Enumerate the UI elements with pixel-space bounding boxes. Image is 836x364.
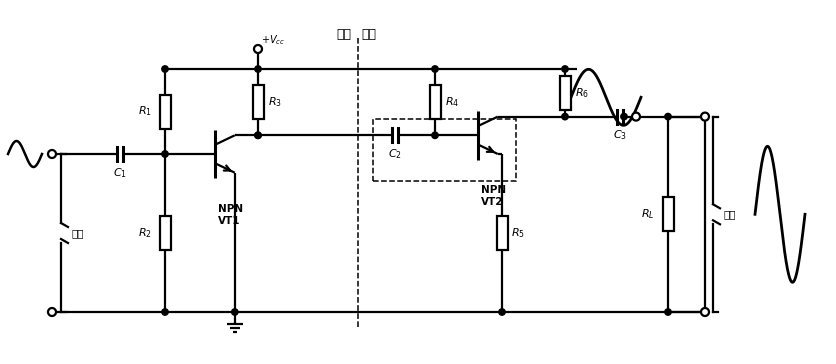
Circle shape [162,151,168,157]
Circle shape [254,45,262,53]
Circle shape [562,114,568,120]
Text: $C_1$: $C_1$ [113,166,127,180]
Circle shape [665,309,671,315]
Circle shape [701,308,709,316]
Text: 输入: 输入 [71,228,84,238]
Circle shape [701,114,708,120]
Circle shape [621,114,627,120]
Text: NPN
VT2: NPN VT2 [481,185,506,207]
Circle shape [432,132,438,138]
Text: $R_3$: $R_3$ [268,95,282,109]
Bar [373,119,516,181]
Circle shape [162,66,168,72]
Bar [252,85,263,119]
Bar [430,85,441,119]
Text: 输出: 输出 [723,209,736,219]
Circle shape [162,309,168,315]
Text: $C_2$: $C_2$ [388,147,402,161]
Bar [662,197,674,231]
Circle shape [562,66,568,72]
Text: $R_L$: $R_L$ [641,207,655,221]
Text: $C_3$: $C_3$ [613,128,627,142]
Text: NPN
VT1: NPN VT1 [218,204,243,226]
Circle shape [255,66,261,72]
Bar [160,95,171,128]
Circle shape [432,66,438,72]
Circle shape [255,132,261,138]
Text: 后级: 后级 [361,28,376,41]
Circle shape [701,112,709,120]
Text: $+V_{cc}$: $+V_{cc}$ [261,33,285,47]
Bar [160,216,171,250]
Text: $R_4$: $R_4$ [445,95,459,109]
Circle shape [665,114,671,120]
Text: $R_5$: $R_5$ [511,226,525,240]
Text: $R_2$: $R_2$ [138,226,152,240]
Circle shape [499,309,505,315]
Bar [559,76,570,110]
Circle shape [232,309,238,315]
Circle shape [48,150,56,158]
Text: 前级: 前级 [336,28,351,41]
Circle shape [632,112,640,120]
Bar [497,216,507,250]
Text: $R_6$: $R_6$ [575,86,589,100]
Circle shape [255,132,261,138]
Text: $R_1$: $R_1$ [138,104,152,118]
Circle shape [48,308,56,316]
